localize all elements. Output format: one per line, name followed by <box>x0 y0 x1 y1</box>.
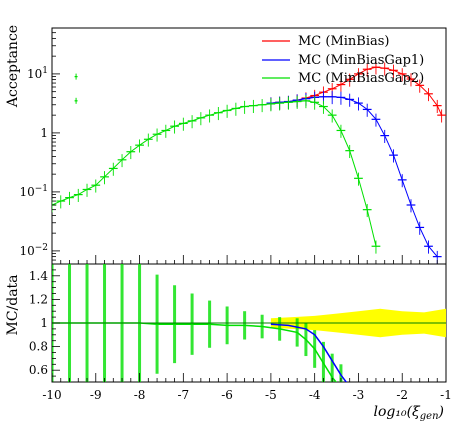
x-tick-label: -3 <box>353 388 365 402</box>
x-tick-label: -1 <box>440 388 452 402</box>
x-axis-title: log₁₀(ξgen) <box>374 404 445 422</box>
legend-label-minbiasgap1: MC (MinBiasGap1) <box>298 53 424 68</box>
ratio-plot-area <box>52 264 446 382</box>
x-tick-label: -6 <box>221 388 233 402</box>
acceptance-tick-exponent: 1 <box>42 66 48 76</box>
ratio-series-line-2 <box>52 322 338 382</box>
acceptance-series-line <box>270 96 438 257</box>
x-axis-title-main: log₁₀(ξ <box>374 404 422 420</box>
acceptance-tick-label: 10−2 <box>19 243 48 258</box>
x-tick-label: -10 <box>42 388 61 402</box>
ratio-tick-label: 0.6 <box>29 363 48 377</box>
ratio-y-axis-title: MC/data <box>5 274 21 335</box>
ratio-y-axis: 0.6 0.8 1 1.2 1.4 <box>29 263 60 383</box>
acceptance-series-line <box>52 100 377 247</box>
x-tick-label: -7 <box>177 388 189 402</box>
x-axis-title-subscript: gen <box>420 411 439 422</box>
acceptance-tick-base: 10 <box>27 67 42 81</box>
ratio-panel: 0.6 0.8 1 1.2 1.4 -10 -9 -8 -7 -6 -5 -4 -3 -2 -1 MC/d… <box>5 263 452 422</box>
legend-label-minbiasgap2: MC (MinBiasGap2) <box>298 71 424 86</box>
x-tick-label: -2 <box>396 388 408 402</box>
x-axis-title-close: ) <box>438 404 444 420</box>
acceptance-plot-area <box>52 61 446 264</box>
x-tick-label: -4 <box>309 388 321 402</box>
ratio-tick-label: 0.8 <box>29 340 48 354</box>
ratio-tick-label: 1 <box>40 316 48 330</box>
ratio-x-axis: -10 -9 -8 -7 -6 -5 -4 -3 -2 -1 <box>42 373 452 402</box>
acceptance-tick-base: 10 <box>19 185 34 199</box>
ratio-tick-label: 1.2 <box>29 292 48 306</box>
acceptance-x-ticks <box>51 255 438 264</box>
x-tick-label: -8 <box>134 388 146 402</box>
ratio-series-line-1 <box>270 323 348 382</box>
acceptance-tick-label: 101 <box>27 66 48 81</box>
x-tick-label: -9 <box>90 388 102 402</box>
ratio-tick-label: 1.4 <box>29 269 48 283</box>
acceptance-tick-label: 1 <box>40 126 48 140</box>
legend: MC (MinBias) MC (MinBiasGap1) MC (MinBia… <box>262 34 424 86</box>
legend-label-minbias: MC (MinBias) <box>298 34 390 49</box>
acceptance-tick-exponent: −2 <box>35 243 48 253</box>
acceptance-tick-base: 10 <box>19 244 34 258</box>
acceptance-series-2 <box>52 95 381 254</box>
acceptance-tick-exponent: −1 <box>35 184 48 194</box>
acceptance-tick-label: 10−1 <box>19 184 48 199</box>
acceptance-y-axis-title: Acceptance <box>5 25 21 108</box>
acceptance-series-1 <box>266 91 442 264</box>
x-tick-label: -5 <box>265 388 277 402</box>
acceptance-tick-base: 1 <box>40 126 48 140</box>
